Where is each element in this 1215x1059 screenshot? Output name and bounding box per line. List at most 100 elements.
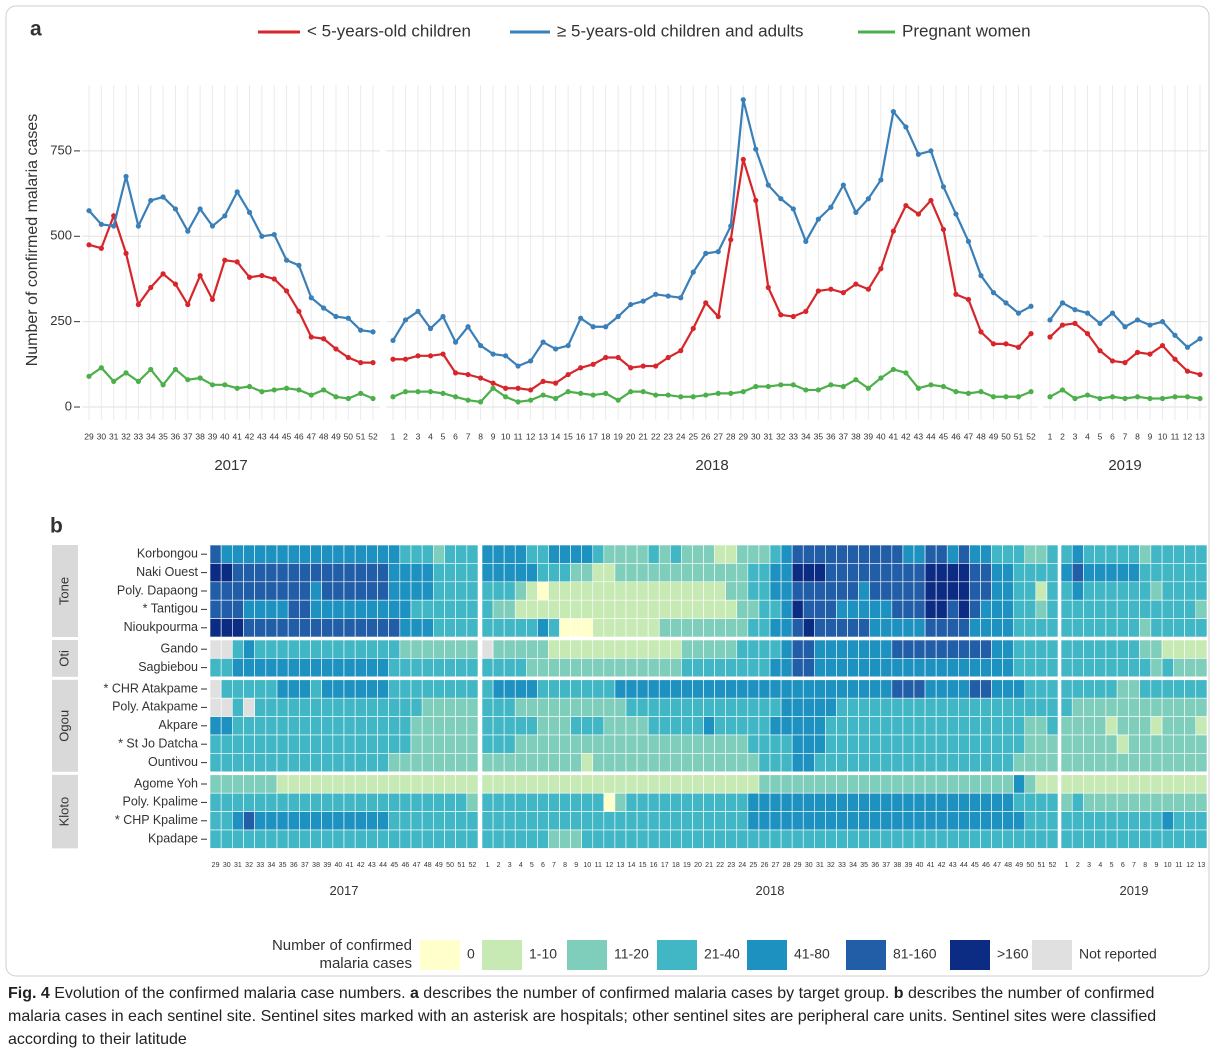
heat-cell bbox=[310, 734, 322, 754]
data-point bbox=[172, 206, 179, 212]
heat-cell bbox=[725, 639, 738, 659]
heat-cell bbox=[354, 563, 367, 583]
heat-cell bbox=[802, 716, 815, 736]
heat-cell bbox=[1161, 811, 1174, 831]
heat-cell bbox=[636, 563, 649, 583]
x-tick-label: 32 bbox=[827, 862, 835, 869]
heat-cell bbox=[1161, 716, 1174, 736]
heat-cell bbox=[1013, 618, 1026, 638]
heat-cell bbox=[1184, 716, 1197, 736]
x-tick-label: 39 bbox=[208, 431, 218, 441]
heat-cell bbox=[366, 811, 378, 831]
data-point bbox=[978, 389, 984, 395]
panel-label: a bbox=[30, 18, 42, 41]
heat-cell bbox=[1184, 618, 1197, 638]
heat-cell bbox=[1116, 734, 1129, 754]
x-tick-label: 51 bbox=[1037, 862, 1045, 869]
caption-text: Fig. 4 bbox=[8, 985, 50, 1002]
heat-cell bbox=[1150, 544, 1163, 564]
heat-cell bbox=[836, 658, 848, 678]
heat-cell bbox=[354, 792, 367, 812]
heat-cell bbox=[703, 658, 715, 678]
data-point bbox=[452, 394, 459, 400]
heat-cell bbox=[265, 679, 278, 699]
heat-cell bbox=[444, 792, 456, 812]
heat-cell bbox=[1071, 774, 1084, 794]
data-point bbox=[358, 360, 364, 366]
data-point bbox=[1015, 310, 1022, 316]
heat-cell bbox=[969, 811, 981, 831]
heat-cell bbox=[991, 563, 1003, 583]
data-point bbox=[1184, 394, 1191, 400]
x-tick-label: 40 bbox=[876, 431, 886, 441]
data-point bbox=[1147, 351, 1153, 357]
data-point bbox=[502, 353, 509, 359]
heat-cell bbox=[603, 679, 616, 699]
x-tick-label: 24 bbox=[738, 862, 746, 869]
heat-cell bbox=[1094, 639, 1107, 659]
heat-cell bbox=[466, 716, 479, 736]
heat-cell bbox=[958, 581, 970, 601]
heat-cell bbox=[466, 563, 479, 583]
heat-cell bbox=[869, 753, 882, 773]
x-tick-label: 17 bbox=[588, 431, 598, 441]
heat-cell bbox=[725, 734, 738, 754]
heat-cell bbox=[548, 753, 560, 773]
heat-cell bbox=[1173, 811, 1185, 831]
heat-cell bbox=[791, 716, 804, 736]
heat-cell bbox=[332, 697, 345, 717]
heat-cell bbox=[725, 753, 738, 773]
data-point bbox=[953, 291, 959, 297]
heat-cell bbox=[466, 658, 479, 678]
heat-cell bbox=[780, 716, 793, 736]
heat-cell bbox=[1195, 618, 1208, 638]
heat-cell bbox=[243, 811, 255, 831]
legend-label: >160 bbox=[997, 946, 1029, 962]
heat-cell bbox=[692, 544, 704, 564]
data-point bbox=[753, 197, 759, 204]
x-tick-label: 38 bbox=[312, 862, 320, 869]
heat-cell bbox=[1195, 639, 1208, 659]
heat-cell bbox=[991, 697, 1003, 717]
heat-cell bbox=[636, 829, 649, 849]
heat-cell bbox=[388, 792, 401, 812]
heat-cell bbox=[802, 811, 815, 831]
heat-cell bbox=[366, 544, 378, 564]
heat-cell bbox=[714, 774, 726, 794]
heat-cell bbox=[625, 581, 638, 601]
heat-cell bbox=[433, 544, 445, 564]
heat-cell bbox=[466, 697, 479, 717]
heat-cell bbox=[1128, 599, 1140, 619]
heat-cell bbox=[736, 563, 749, 583]
heat-cell bbox=[1071, 716, 1084, 736]
legend-label: 21-40 bbox=[704, 946, 740, 962]
heat-cell bbox=[847, 697, 859, 717]
heat-cell bbox=[433, 599, 445, 619]
heat-cell bbox=[243, 544, 255, 564]
data-point bbox=[678, 394, 684, 400]
x-tick-label: 14 bbox=[551, 431, 561, 441]
data-point bbox=[427, 353, 434, 359]
heat-cell bbox=[603, 581, 616, 601]
heat-cell bbox=[747, 599, 760, 619]
heat-cell bbox=[647, 639, 660, 659]
heat-cell bbox=[1060, 716, 1073, 736]
heat-cell bbox=[1060, 563, 1073, 583]
heat-cell bbox=[299, 811, 311, 831]
heat-cell bbox=[1083, 753, 1095, 773]
data-point bbox=[815, 387, 821, 393]
data-point bbox=[940, 383, 947, 390]
heat-cell bbox=[703, 792, 715, 812]
heat-cell bbox=[670, 774, 682, 794]
heat-cell bbox=[969, 599, 981, 619]
heat-cell bbox=[321, 639, 334, 659]
heat-cell bbox=[514, 544, 527, 564]
x-tick-label: 26 bbox=[761, 862, 769, 869]
data-point bbox=[940, 184, 947, 190]
heat-cell bbox=[559, 811, 571, 831]
x-tick-label: 12 bbox=[1183, 431, 1193, 441]
heat-cell bbox=[625, 639, 638, 659]
x-tick-label: 6 bbox=[453, 431, 458, 441]
heat-cell bbox=[802, 697, 815, 717]
x-tick-label: 13 bbox=[538, 431, 548, 441]
